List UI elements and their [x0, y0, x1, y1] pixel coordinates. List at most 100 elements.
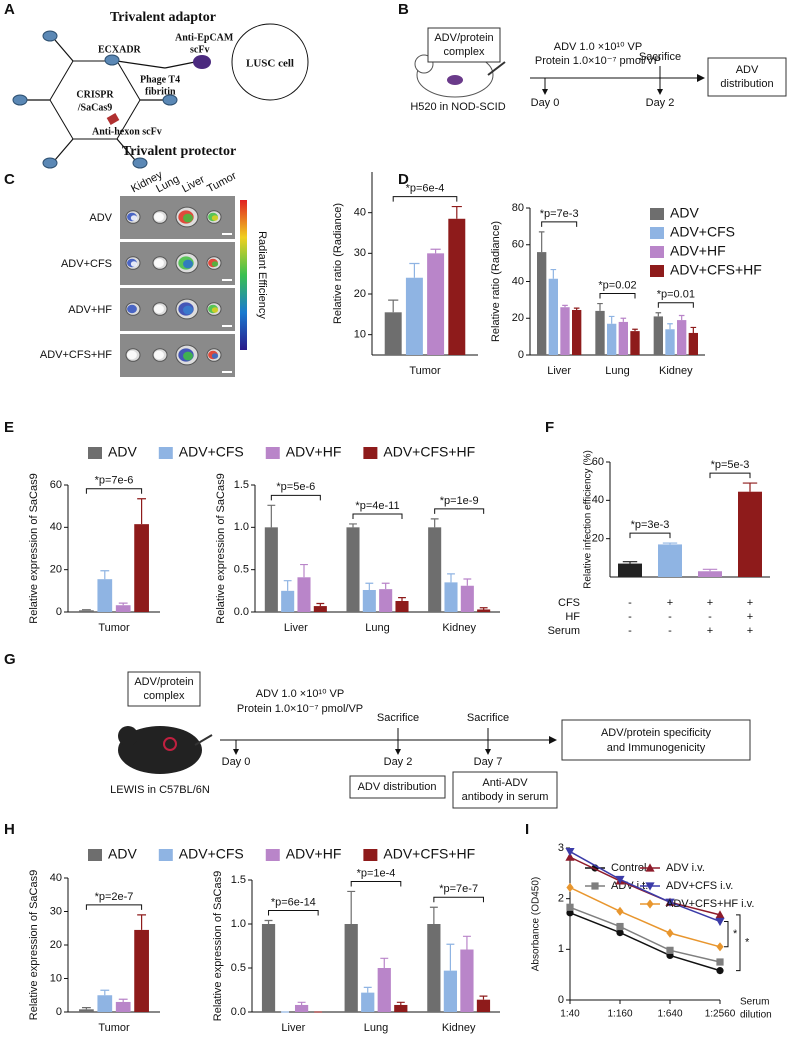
error-bar [100, 570, 110, 580]
y-axis-label: Relative ratio (Radiance) [490, 221, 502, 342]
bar [264, 527, 278, 612]
marker [565, 852, 575, 861]
y-tick-label: 0.0 [234, 606, 249, 618]
annotation: *p=0.02 [598, 279, 636, 291]
signal [127, 304, 137, 314]
annotation: *p=2e-7 [95, 891, 134, 903]
signal [154, 212, 164, 222]
label: fibritin [145, 86, 176, 97]
label: Sacrifice [377, 712, 419, 724]
lusc-cell [231, 23, 309, 101]
label: distribution [720, 78, 773, 90]
error-bar [573, 307, 580, 310]
bar [560, 307, 570, 355]
bar [548, 278, 558, 355]
x-tick-label: Kidney [442, 1022, 476, 1034]
bar [427, 253, 445, 355]
marker [716, 958, 724, 966]
error-bar [388, 299, 399, 313]
bar [379, 589, 393, 612]
label: Anti-hexon scFv [92, 126, 162, 137]
x-tick-label: Liver [281, 1022, 305, 1034]
hexon-scfv [106, 113, 120, 125]
colorbar-label: Radiant Efficiency [256, 231, 268, 319]
epcam-scfv [193, 55, 211, 69]
x-tick-label: Tumor [409, 365, 441, 377]
bar [677, 320, 687, 355]
error-bar [100, 989, 110, 996]
diagram-b: ADV/protein complex H520 in NOD-SCID ADV… [410, 27, 787, 113]
bracket [657, 302, 694, 308]
marker [565, 847, 575, 857]
x-axis-label: dilution [740, 1010, 772, 1021]
legend-swatch [265, 849, 280, 861]
y-axis-label: Relative ratio (Radiance) [332, 203, 344, 324]
label: /SaCas9 [77, 102, 112, 113]
error-bar [446, 943, 455, 971]
legend-swatch [158, 447, 173, 459]
organ-label: Liver [180, 173, 207, 195]
x-tick-label: Liver [284, 622, 308, 634]
error-bar [267, 504, 276, 528]
panel-label: E [4, 419, 14, 436]
error-bar [347, 890, 356, 924]
box [561, 719, 751, 761]
bar [460, 585, 474, 612]
bar [395, 600, 409, 612]
group-label: ADV+HF [68, 304, 112, 316]
error-bar [451, 205, 462, 219]
label: Anti-ADV [482, 777, 528, 789]
legend-label: ADV+HF [286, 444, 342, 460]
y-tick-label: 1.0 [234, 521, 249, 533]
error-bar [381, 582, 390, 590]
bracket [599, 293, 636, 299]
bracket [736, 914, 741, 972]
error-bar [118, 998, 128, 1002]
legend-label: ADV i.v. [666, 862, 705, 874]
label: Day 2 [646, 97, 675, 109]
line [569, 850, 721, 923]
label: Sacrifice [467, 712, 509, 724]
signal [130, 215, 138, 221]
y-tick-label: 10 [50, 972, 62, 984]
annotation: *p=1e-4 [357, 867, 396, 879]
label: antibody in serum [462, 791, 549, 803]
bar [97, 579, 113, 612]
label: and Immunogenicity [607, 742, 706, 754]
error-bar [81, 1007, 91, 1010]
annotation: *p=6e-4 [406, 182, 445, 194]
label: complex [144, 690, 185, 702]
panel-label: C [4, 171, 15, 188]
signal [154, 350, 164, 360]
label: Protein 1.0×10⁻⁷ pmol/VP [237, 703, 363, 715]
annotation: *p=5e-3 [711, 459, 750, 471]
y-tick-label: 40 [50, 521, 62, 533]
bracket [270, 494, 321, 501]
bar [346, 527, 360, 612]
y-tick-label: 60 [512, 239, 524, 251]
label: Protein 1.0×10⁻⁷ pmol/VP [535, 55, 661, 67]
condition-label: Serum [548, 625, 580, 637]
colorbar [240, 200, 247, 350]
marker [646, 899, 654, 909]
label: LUSC cell [246, 58, 294, 70]
bar [665, 329, 675, 355]
marker [666, 928, 674, 938]
x-tick-label: Tumor [98, 1022, 130, 1034]
error-bar [562, 304, 568, 308]
x-tick-label: Lung [605, 365, 629, 377]
legend-label: ADV+CFS [179, 846, 244, 862]
x-tick-label: Kidney [442, 622, 476, 634]
y-tick-label: 2 [558, 893, 564, 905]
y-tick-label: 0 [558, 994, 564, 1006]
error-bar [608, 315, 615, 324]
bar [428, 527, 442, 612]
error-bar [118, 602, 128, 606]
arms [25, 39, 196, 161]
legend-label: ADV+CFS [670, 224, 735, 240]
mouse [118, 726, 202, 774]
y-tick-label: 40 [512, 275, 524, 287]
legend-swatch [363, 447, 378, 459]
condition-sign: + [707, 625, 713, 637]
